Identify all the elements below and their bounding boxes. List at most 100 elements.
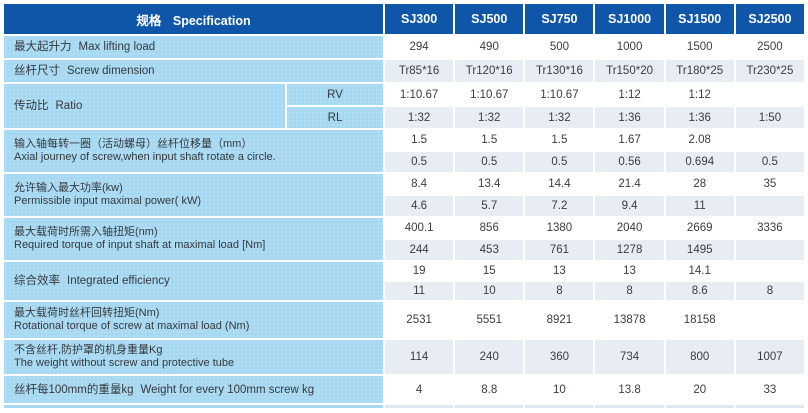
cell-body-weight-sj500: 240 [455,340,524,374]
row-label-ratio: 传动比 Ratio [4,84,285,128]
bottom-edge-cell [525,405,594,408]
cell-integrated-efficiency-sj500-line2: 10 [455,282,524,300]
spec-row-max-input-power-line1: 允许输入最大功率(kw) Permissible input maximal po… [4,174,804,216]
cell-screw-weight-per-100mm-sj750: 10 [525,376,594,403]
cell-axial-journey-sj1000-line2: 0.56 [595,152,664,172]
row-label-axial-journey: 输入轴每转一圈（活动螺母）丝杆位移量（mm） Axial journey of s… [4,130,384,172]
cell-max-input-power-sj2500-line2 [735,196,804,216]
ratio-sub-label-rl: RL [287,107,384,128]
row-label-en: Weight for every 100mm screw kg [140,383,315,396]
row-label-zh: 最大载荷时丝杆回转扭矩(Nm) [14,306,160,319]
bottom-edge-cell [665,405,734,408]
cell-integrated-efficiency-sj300-line1: 19 [385,262,454,280]
column-header-sj750: SJ750 [525,4,594,34]
cell-screw-weight-per-100mm-sj2500: 33 [735,376,804,403]
cell-required-input-torque-sj300-line1: 400.1 [385,218,454,238]
cell-required-input-torque-sj500-line1: 856 [455,218,524,238]
cell-integrated-efficiency-sj300-line2: 11 [385,282,454,300]
cell-ratio-sj300-line1: 1:10.67 [385,84,454,105]
cell-rotational-torque-sj2500 [735,302,804,338]
spec-row-required-input-torque-line1: 最大载荷时所需入轴扭矩(nm) Required torque of input … [4,218,804,260]
cell-screw-weight-per-100mm-sj1000: 13.8 [595,376,664,403]
cell-screw-dimension-sj500: Tr120*16 [455,60,524,82]
row-label-screw-dimension: 丝杆尺寸 Screw dimension [4,60,384,82]
cell-max-lifting-load-sj500: 490 [455,36,524,58]
cell-ratio-sj1500-line1: 1:12 [665,84,734,105]
cell-rotational-torque-sj750: 8921 [525,302,594,338]
cell-max-input-power-sj1500-line2: 11 [665,196,734,216]
cell-screw-dimension-sj300: Tr85*16 [385,60,454,82]
cell-screw-dimension-sj1500: Tr180*25 [665,60,734,82]
cell-axial-journey-sj2500-line2: 0.5 [735,152,804,172]
cell-axial-journey-sj300-line1: 1.5 [385,130,454,150]
cell-required-input-torque-sj500-line2: 453 [455,240,524,260]
cell-max-input-power-sj500-line2: 5.7 [455,196,524,216]
cell-body-weight-sj750: 360 [525,340,594,374]
cell-ratio-sj500-line1: 1:10.67 [455,84,524,105]
header-row: 规格 Specification SJ300 SJ500 SJ750 SJ1000 SJ… [4,4,804,34]
cell-body-weight-sj300: 114 [385,340,454,374]
row-label-required-input-torque: 最大载荷时所需入轴扭矩(nm) Required torque of input … [4,218,384,260]
row-label-zh: 不含丝杆,防护罩的机身重量Kg [14,343,163,356]
column-header-sj500: SJ500 [455,4,524,34]
cell-integrated-efficiency-sj1500-line1: 14.1 [665,262,734,280]
bottom-edge-cell [595,405,664,408]
cell-max-lifting-load-sj1500: 1500 [665,36,734,58]
row-label-body-weight: 不含丝杆,防护罩的机身重量Kg The weight without screw … [4,340,384,374]
cell-required-input-torque-sj750-line1: 1380 [525,218,594,238]
cell-required-input-torque-sj1000-line2: 1278 [595,240,664,260]
cell-axial-journey-sj750-line1: 1.5 [525,130,594,150]
cell-required-input-torque-sj2500-line2 [735,240,804,260]
ratio-sub-label-rv: RV [287,84,384,105]
cell-axial-journey-sj300-line2: 0.5 [385,152,454,172]
row-label-zh: 综合效率 [14,275,60,287]
cell-max-lifting-load-sj300: 294 [385,36,454,58]
bottom-edge-label-cell [4,405,384,408]
spec-row-integrated-efficiency-line2: 11 10 8 8 8.6 8 [4,282,804,300]
column-header-sj1000: SJ1000 [595,4,664,34]
cell-max-input-power-sj300-line2: 4.6 [385,196,454,216]
spec-row-required-input-torque-line2: 244 453 761 1278 1495 [4,240,804,260]
cell-integrated-efficiency-sj750-line1: 13 [525,262,594,280]
cell-max-input-power-sj750-line1: 14.4 [525,174,594,194]
row-label-en: Integrated efficiency [67,275,170,287]
cell-required-input-torque-sj300-line2: 244 [385,240,454,260]
row-label-en: Required torque of input shaft at maxima… [14,239,266,251]
cell-rotational-torque-sj300: 2531 [385,302,454,338]
cell-screw-weight-per-100mm-sj300: 4 [385,376,454,403]
cell-required-input-torque-sj1000-line1: 2040 [595,218,664,238]
cell-max-input-power-sj1000-line1: 21.4 [595,174,664,194]
row-label-zh: 最大载荷时所需入轴扭矩(nm) [14,225,158,238]
cell-integrated-efficiency-sj500-line1: 15 [455,262,524,280]
row-label-zh: 丝杆每100mm的重量kg [14,383,134,396]
spec-row-screw-weight-per-100mm: 丝杆每100mm的重量kg Weight for every 100mm scre… [4,376,804,403]
spec-row-rotational-torque: 最大载荷时丝杆回转扭矩(Nm) Rotational torque of scre… [4,302,804,338]
cell-required-input-torque-sj1500-line2: 1495 [665,240,734,260]
cell-integrated-efficiency-sj1000-line1: 13 [595,262,664,280]
cell-integrated-efficiency-sj1500-line2: 8.6 [665,282,734,300]
cell-rotational-torque-sj1500: 18158 [665,302,734,338]
cell-screw-dimension-sj750: Tr130*16 [525,60,594,82]
row-label-en: Permissible input maximal power( kW) [14,195,202,207]
cell-ratio-sj750-line1: 1:10.67 [525,84,594,105]
row-label-screw-weight-per-100mm: 丝杆每100mm的重量kg Weight for every 100mm scre… [4,376,384,403]
cell-ratio-sj2500-line2: 1:50 [735,107,804,128]
row-label-en: Screw dimension [67,65,155,77]
cell-max-input-power-sj750-line2: 7.2 [525,196,594,216]
row-label-zh: 输入轴每转一圈（活动螺母）丝杆位移量（mm） [14,137,253,150]
cell-axial-journey-sj1000-line1: 1.67 [595,130,664,150]
row-label-max-lifting-load: 最大起升力 Max lifting load [4,36,384,58]
row-label-en: Rotational torque of screw at maximal lo… [14,320,250,332]
cell-screw-dimension-sj1000: Tr150*20 [595,60,664,82]
row-label-zh: 最大起升力 [14,41,72,53]
column-header-sj300: SJ300 [385,4,454,34]
cell-screw-weight-per-100mm-sj1500: 20 [665,376,734,403]
cell-integrated-efficiency-sj2500-line1 [735,262,804,280]
cell-max-input-power-sj500-line1: 13.4 [455,174,524,194]
row-label-en: Ratio [55,100,83,112]
cell-screw-weight-per-100mm-sj500: 8.8 [455,376,524,403]
cell-axial-journey-sj1500-line1: 2.08 [665,130,734,150]
spec-row-screw-dimension: 丝杆尺寸 Screw dimension Tr85*16 Tr120*16 Tr130*… [4,60,804,82]
cell-ratio-sj2500-line1 [735,84,804,105]
